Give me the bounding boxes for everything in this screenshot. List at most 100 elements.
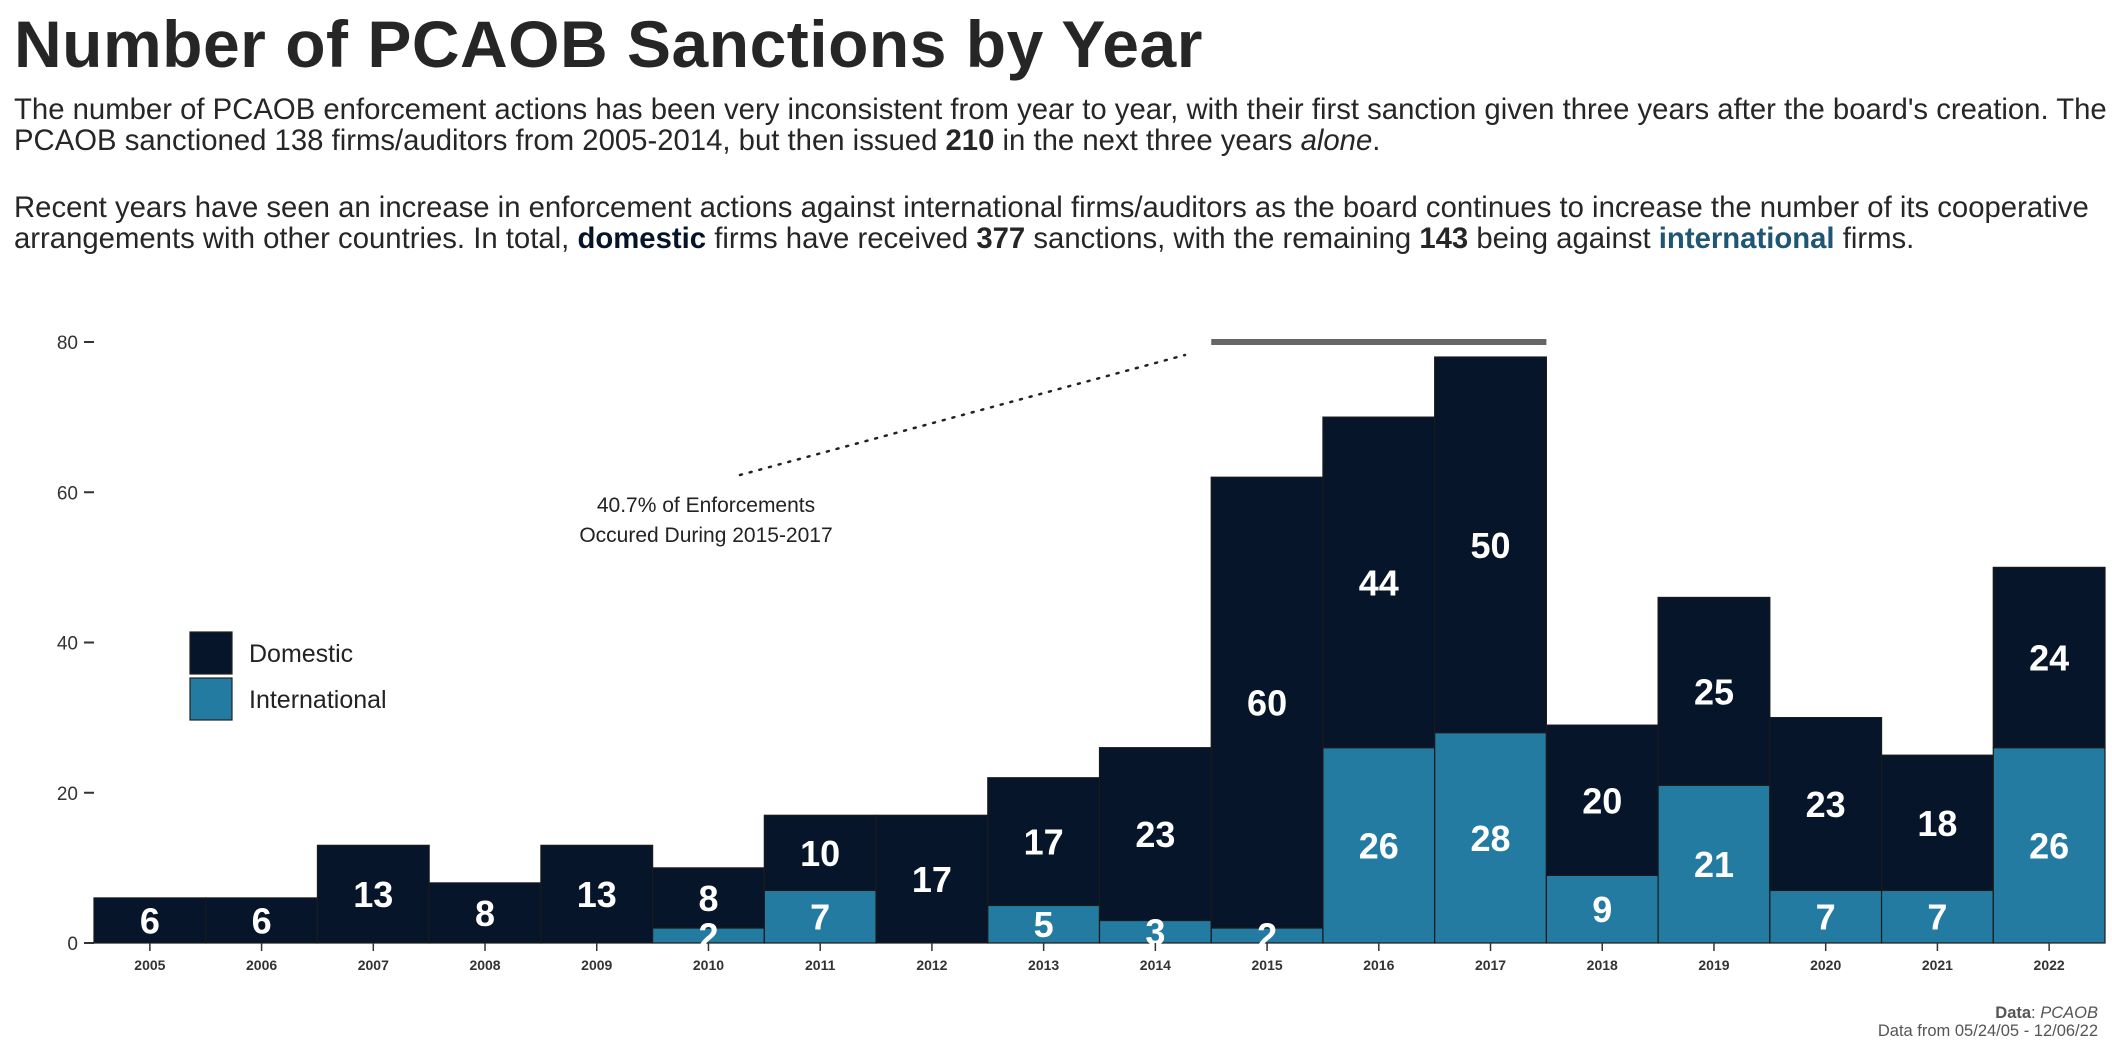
data-label-domestic-2013: 17 xyxy=(1024,822,1064,863)
subtitle-text: firms. xyxy=(1834,222,1915,255)
annotation-leader-line xyxy=(738,353,1187,477)
data-label-domestic-2018: 20 xyxy=(1582,780,1622,821)
legend: Domestic International xyxy=(189,631,387,721)
legend-label-international: International xyxy=(249,686,387,714)
bar-domestic-2020 xyxy=(1769,717,1883,892)
bar-international-2013 xyxy=(987,904,1101,944)
data-label-international-2022: 26 xyxy=(2029,825,2069,866)
bar-domestic-2021 xyxy=(1880,754,1994,892)
bar-domestic-2007 xyxy=(316,844,430,944)
x-tick-label: 2005 xyxy=(134,957,165,973)
data-label-domestic-2006: 6 xyxy=(252,900,272,941)
x-tick-label: 2008 xyxy=(469,957,500,973)
international-keyword: international xyxy=(1658,222,1835,255)
bars-layer xyxy=(93,356,2106,944)
bar-domestic-2022 xyxy=(1992,566,2106,749)
x-tick-label: 2018 xyxy=(1587,957,1618,973)
caption: Data: PCAOB Data from 05/24/05 - 12/06/2… xyxy=(1878,1004,2098,1040)
annotation-line-1: 40.7% of Enforcements xyxy=(597,494,815,517)
data-label-domestic-2021: 18 xyxy=(1917,803,1957,844)
x-tick-label: 2014 xyxy=(1140,957,1171,973)
bar-domestic-2010 xyxy=(652,867,765,929)
data-label-international-2014: 3 xyxy=(1145,912,1165,953)
bar-international-2020 xyxy=(1769,889,1883,944)
subtitle-text: The number of PCAOB enforcement actions … xyxy=(14,93,2107,157)
x-tick-label: 2013 xyxy=(1028,957,1059,973)
subtitle-text: . xyxy=(1372,124,1381,157)
y-tick-label: 0 xyxy=(67,934,78,955)
x-tick-label: 2011 xyxy=(805,957,836,973)
annotation-line-2: Occured During 2015-2017 xyxy=(579,524,832,547)
data-label-domestic-2012: 17 xyxy=(912,859,952,900)
x-tick-label: 2009 xyxy=(581,957,612,973)
legend-label-domestic: Domestic xyxy=(249,640,353,668)
x-tick-label: 2017 xyxy=(1475,957,1506,973)
bar-domestic-2011 xyxy=(763,814,877,892)
data-label-domestic-2014: 23 xyxy=(1135,814,1175,855)
x-tick-label: 2012 xyxy=(916,957,947,973)
bar-domestic-2016 xyxy=(1322,416,1436,749)
x-tick-label: 2019 xyxy=(1698,957,1729,973)
data-label-domestic-2017: 50 xyxy=(1471,525,1511,566)
x-tick-label: 2021 xyxy=(1922,957,1953,973)
data-label-domestic-2022: 24 xyxy=(2029,638,2069,679)
x-axis: 2005 2006 2007 2008 2009 2010 2011 2012 2013 2014… xyxy=(134,943,2065,973)
data-label-domestic-2011: 10 xyxy=(800,833,840,874)
subtitle-paragraph-2: Recent years have seen an increase in en… xyxy=(14,192,2109,254)
subtitle-text: Recent years have seen an increase in en… xyxy=(14,191,2089,255)
data-label-international-2021: 7 xyxy=(1927,897,1947,938)
subtitle-paragraph-1: The number of PCAOB enforcement actions … xyxy=(14,94,2109,156)
domestic-total: 377 xyxy=(976,222,1026,255)
subtitle-text: firms have received xyxy=(706,222,977,255)
x-tick-label: 2006 xyxy=(246,957,277,973)
bar-domestic-2012 xyxy=(875,814,989,944)
y-tick-label: 60 xyxy=(57,483,78,504)
bar-domestic-2015 xyxy=(1210,476,1324,929)
data-label-international-2016: 26 xyxy=(1359,825,1399,866)
legend-swatch-international xyxy=(189,677,233,721)
source-name: PCAOB xyxy=(2040,1004,2098,1022)
chart-title: Number of PCAOB Sanctions by Year xyxy=(14,7,1203,81)
x-tick-label: 2015 xyxy=(1252,957,1283,973)
date-range: Data from 05/24/05 - 12/06/22 xyxy=(1877,1022,2098,1040)
data-label-domestic-2009: 13 xyxy=(577,874,617,915)
subtitle-text: in the next three years xyxy=(994,124,1301,157)
bar-domestic-2005 xyxy=(93,897,207,944)
data-label-domestic-2007: 13 xyxy=(353,874,393,915)
bar-labels-layer: 6 613 8 13 821071717523360244265028209252123… xyxy=(140,525,2069,957)
legend-swatch-domestic xyxy=(189,631,233,675)
subtitle-highlight-count: 210 xyxy=(945,124,995,157)
x-tick-label: 2007 xyxy=(358,957,389,973)
source-label: Data xyxy=(1995,1004,2032,1022)
data-label-international-2013: 5 xyxy=(1034,904,1054,945)
data-label-domestic-2016: 44 xyxy=(1359,562,1399,603)
annotation: 40.7% of Enforcements Occured During 201… xyxy=(579,339,1547,547)
data-label-international-2015: 2 xyxy=(1257,915,1277,956)
subtitle-text: being against xyxy=(1468,222,1659,255)
x-tick-label: 2022 xyxy=(2034,957,2065,973)
data-label-international-2018: 9 xyxy=(1592,889,1612,930)
bar-domestic-2014 xyxy=(1098,747,1212,922)
bar-domestic-2019 xyxy=(1657,596,1771,786)
data-label-domestic-2010: 8 xyxy=(698,878,718,919)
y-tick-label: 80 xyxy=(57,333,78,354)
international-total: 143 xyxy=(1419,222,1469,255)
bar-domestic-2018 xyxy=(1545,724,1659,876)
bar-international-2016 xyxy=(1322,747,1436,944)
data-label-domestic-2008: 8 xyxy=(475,893,495,934)
bar-domestic-2006 xyxy=(205,897,319,944)
domestic-keyword: domestic xyxy=(577,222,707,255)
bar-domestic-2013 xyxy=(987,777,1101,907)
x-tick-label: 2016 xyxy=(1363,957,1394,973)
x-tick-label: 2020 xyxy=(1810,957,1841,973)
data-label-domestic-2015: 60 xyxy=(1247,683,1287,724)
data-label-international-2019: 21 xyxy=(1694,844,1734,885)
y-axis: 0 20 40 60 80 xyxy=(57,333,94,955)
data-label-domestic-2019: 25 xyxy=(1694,671,1734,712)
data-label-domestic-2020: 23 xyxy=(1806,784,1846,825)
data-label-international-2010: 2 xyxy=(698,915,718,956)
subtitle-text: sanctions, with the remaining xyxy=(1025,222,1420,255)
subtitle-emphasis: alone xyxy=(1300,124,1373,157)
data-label-international-2020: 7 xyxy=(1816,897,1836,938)
